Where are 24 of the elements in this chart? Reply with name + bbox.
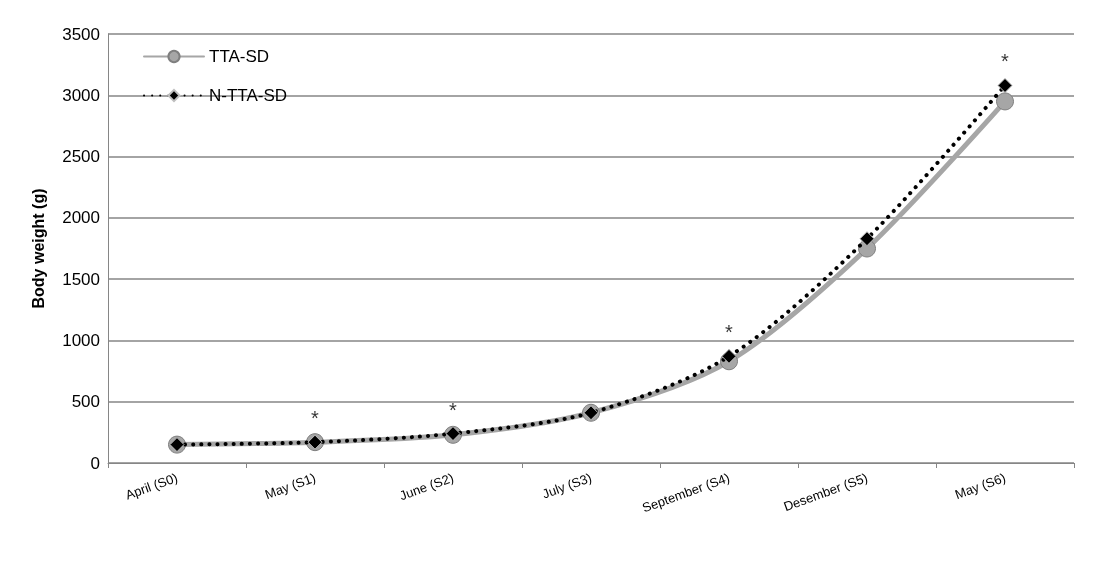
annotation: * xyxy=(725,321,734,344)
y-tick-label: 2000 xyxy=(62,208,100,228)
x-tick-label: May (S6) xyxy=(952,469,1008,503)
point xyxy=(859,231,875,247)
x-tick-label: July (S3) xyxy=(540,469,594,502)
y-tick-label: 2500 xyxy=(62,147,100,167)
point xyxy=(721,348,737,364)
x-tick-label: April (S0) xyxy=(123,469,180,503)
annotation: * xyxy=(449,398,458,421)
legend-label: N-TTA-SD xyxy=(209,86,288,105)
y-tick-label: 500 xyxy=(71,392,100,412)
x-tick-label: May (S1) xyxy=(262,469,318,503)
y-tick-label: 1500 xyxy=(62,269,100,289)
y-tick-label: 3000 xyxy=(62,85,100,105)
legend-label: TTA-SD xyxy=(209,47,270,66)
x-tick-label: June (S2) xyxy=(397,469,456,504)
y-tick-label: 0 xyxy=(90,453,100,473)
point xyxy=(996,92,1014,111)
point xyxy=(997,77,1013,93)
y-axis-title: Body weight (g) xyxy=(29,188,47,309)
annotation: * xyxy=(311,407,320,430)
annotation: * xyxy=(1001,50,1010,73)
y-tick-label: 1000 xyxy=(62,330,100,350)
y-tick-label: 3500 xyxy=(62,24,100,44)
